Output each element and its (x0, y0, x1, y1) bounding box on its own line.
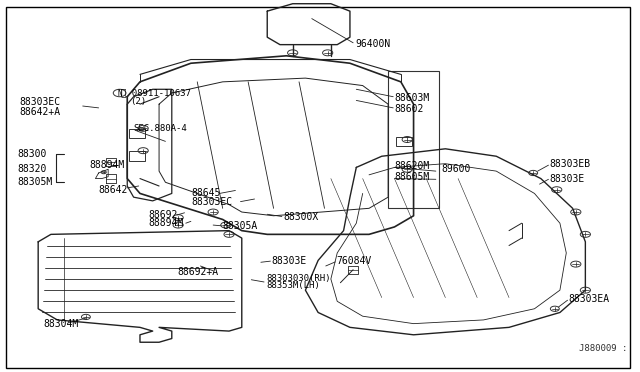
Text: 88300: 88300 (18, 150, 47, 159)
Bar (129, 129, 145, 138)
Text: 88894M: 88894M (89, 160, 124, 170)
Text: 88303EC: 88303EC (19, 97, 60, 107)
Text: 88300X: 88300X (283, 212, 318, 221)
Text: 88303E: 88303E (272, 256, 307, 266)
Text: 88305A: 88305A (223, 221, 258, 231)
Text: 88642: 88642 (99, 185, 128, 195)
Text: 88642+A: 88642+A (19, 107, 60, 116)
Text: 88605M: 88605M (394, 172, 429, 182)
Text: 96400N: 96400N (355, 39, 390, 49)
Bar (129, 151, 145, 161)
Text: 88304M: 88304M (44, 319, 79, 328)
Text: 88303E: 88303E (549, 174, 584, 183)
Text: 88894M: 88894M (148, 218, 184, 228)
Text: 88603M: 88603M (394, 93, 429, 103)
Text: 76084V: 76084V (336, 256, 371, 266)
Text: J880009 :: J880009 : (579, 344, 627, 353)
Text: 88303030(RH): 88303030(RH) (266, 275, 330, 283)
Text: SEC.880A-4: SEC.880A-4 (134, 124, 188, 133)
Bar (396, 137, 412, 146)
Text: 88303EC: 88303EC (191, 197, 232, 206)
Text: 88353M(LH): 88353M(LH) (266, 281, 320, 290)
Text: 88303EB: 88303EB (549, 160, 590, 169)
Text: N: N (117, 89, 122, 97)
Text: 89600: 89600 (441, 164, 470, 174)
Text: 88692+A: 88692+A (177, 267, 218, 276)
Text: 88602: 88602 (394, 104, 424, 114)
Text: Ⓝ 08911-10637: Ⓝ 08911-10637 (121, 89, 191, 97)
Text: (2): (2) (131, 97, 147, 106)
Text: 88692: 88692 (148, 210, 178, 220)
Text: 88620M: 88620M (394, 161, 429, 171)
Text: 88320: 88320 (18, 164, 47, 174)
Text: 88305M: 88305M (18, 177, 53, 187)
Text: 88303EA: 88303EA (568, 295, 609, 304)
Text: 88645: 88645 (191, 189, 220, 198)
